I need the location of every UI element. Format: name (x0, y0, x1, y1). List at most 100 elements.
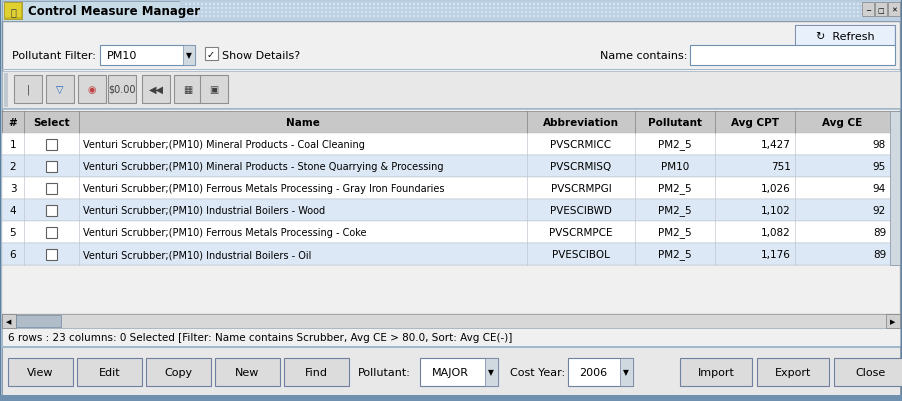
Bar (577, 12, 579, 14)
Bar (429, 8, 431, 10)
Text: PM10: PM10 (661, 162, 689, 172)
Bar (293, 8, 295, 10)
Bar (369, 8, 371, 10)
Bar (537, 12, 539, 14)
Bar (200, 76, 228, 104)
Text: 1,026: 1,026 (761, 184, 791, 194)
Bar (781, 8, 783, 10)
Bar (769, 4, 771, 6)
Bar (353, 16, 355, 18)
Bar (281, 4, 283, 6)
Bar (2, 156, 900, 178)
Bar (821, 16, 823, 18)
Bar (493, 16, 495, 18)
Bar (453, 16, 455, 18)
Bar (761, 8, 763, 10)
Bar (689, 8, 691, 10)
Bar (46, 205, 57, 216)
Text: 1,176: 1,176 (761, 249, 791, 259)
Bar (485, 358, 498, 386)
Bar (593, 16, 595, 18)
Bar (365, 16, 367, 18)
Bar (693, 12, 695, 14)
Bar (277, 12, 279, 14)
Bar (795, 26, 895, 48)
Bar (680, 358, 752, 386)
Bar (437, 12, 439, 14)
Bar (889, 12, 891, 14)
Bar (293, 16, 295, 18)
Bar (537, 8, 539, 10)
Bar (405, 4, 407, 6)
Bar (665, 4, 667, 6)
Bar (325, 4, 327, 6)
Bar (605, 4, 607, 6)
Bar (841, 12, 843, 14)
Bar (393, 4, 395, 6)
Bar (605, 16, 607, 18)
Bar (189, 4, 191, 6)
Bar (205, 48, 218, 61)
Bar (801, 8, 803, 10)
Text: Find: Find (305, 367, 328, 377)
Bar (809, 4, 811, 6)
Bar (489, 12, 491, 14)
Bar (189, 16, 191, 18)
Bar (649, 8, 651, 10)
Bar (573, 16, 575, 18)
Bar (257, 4, 259, 6)
Bar (885, 4, 887, 6)
Bar (561, 12, 563, 14)
Bar (301, 12, 303, 14)
Bar (505, 8, 507, 10)
Bar (597, 4, 599, 6)
Bar (4, 74, 8, 108)
Bar (505, 12, 507, 14)
Bar (645, 12, 647, 14)
Bar (477, 4, 479, 6)
Bar (221, 16, 223, 18)
Bar (805, 16, 807, 18)
Bar (625, 12, 627, 14)
Bar (885, 16, 887, 18)
Bar (641, 16, 643, 18)
Bar (461, 8, 463, 10)
Bar (4, 3, 22, 20)
Bar (225, 4, 227, 6)
Text: Control Measure Manager: Control Measure Manager (28, 6, 200, 18)
Bar (533, 4, 535, 6)
Bar (433, 4, 435, 6)
Bar (697, 4, 699, 6)
Bar (585, 12, 587, 14)
Bar (509, 4, 511, 6)
Bar (425, 4, 427, 6)
Bar (793, 12, 795, 14)
Bar (429, 12, 431, 14)
Bar (789, 4, 791, 6)
Bar (477, 8, 479, 10)
Bar (361, 8, 363, 10)
Bar (409, 12, 411, 14)
Bar (233, 8, 235, 10)
Bar (653, 4, 655, 6)
Bar (197, 16, 199, 18)
Text: Import: Import (697, 367, 734, 377)
Bar (385, 16, 387, 18)
Bar (549, 4, 551, 6)
Bar (553, 4, 555, 6)
Bar (581, 12, 583, 14)
Bar (213, 16, 215, 18)
Bar (801, 16, 803, 18)
Bar (269, 12, 271, 14)
Bar (497, 12, 499, 14)
Bar (229, 16, 231, 18)
Bar (713, 4, 715, 6)
Text: Edit: Edit (98, 367, 120, 377)
Text: Select: Select (33, 118, 69, 128)
Bar (213, 4, 215, 6)
Bar (2, 178, 900, 200)
Bar (837, 12, 839, 14)
Bar (737, 16, 739, 18)
Bar (305, 8, 307, 10)
Text: 2: 2 (10, 162, 16, 172)
